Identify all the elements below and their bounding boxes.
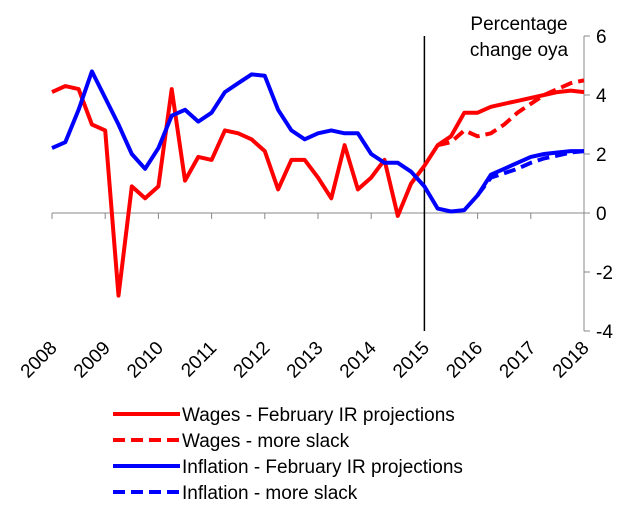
legend-label: Inflation - February IR projections xyxy=(182,457,463,478)
series-line xyxy=(51,84,585,298)
x-tick-label: 2016 xyxy=(442,338,487,383)
x-tick-label: 2009 xyxy=(70,338,115,383)
x-tick-label: 2018 xyxy=(549,338,594,383)
series-line xyxy=(476,149,585,197)
y-tick-label: -2 xyxy=(596,263,613,284)
legend-label: Wages - more slack xyxy=(182,431,350,452)
y-tick-label: 0 xyxy=(596,204,607,225)
y-tick-label: -4 xyxy=(596,322,613,343)
x-tick-label: 2014 xyxy=(336,337,381,382)
x-tick-label: 2015 xyxy=(389,338,434,383)
legend-label: Inflation - more slack xyxy=(182,483,358,504)
legend-label: Wages - February IR projections xyxy=(182,405,455,426)
x-tick-label: 2008 xyxy=(17,338,62,383)
x-tick-label: 2010 xyxy=(123,338,168,383)
annotation: Percentage xyxy=(470,14,567,35)
x-tick-label: 2013 xyxy=(283,338,328,383)
y-tick-label: 2 xyxy=(596,145,607,166)
x-tick-label: 2011 xyxy=(177,338,221,382)
x-tick-label: 2012 xyxy=(230,338,275,383)
series-line xyxy=(437,78,585,148)
x-tick-label: 2017 xyxy=(496,338,541,383)
series-line xyxy=(51,69,584,214)
y-tick-label: 4 xyxy=(596,86,607,107)
y-tick-label: 6 xyxy=(596,27,607,48)
annotation: change oya xyxy=(470,40,569,61)
